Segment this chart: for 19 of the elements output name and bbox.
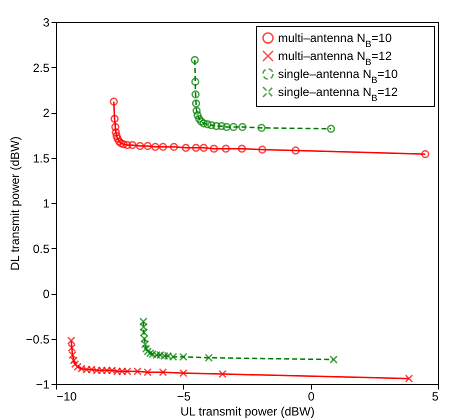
x-tick-label: 5 xyxy=(432,390,439,404)
y-tick-label: 0.5 xyxy=(32,242,50,256)
legend-label: single–antenna N$_{B}$=12 xyxy=(278,85,398,103)
y-tick-label: 3 xyxy=(42,16,50,30)
y-tick-label: 0 xyxy=(42,287,50,301)
x-tick-label: −10 xyxy=(56,390,78,404)
y-tick-label: −1 xyxy=(36,378,50,392)
legend-label: multi–antenna N$_{B}$=12 xyxy=(278,49,392,67)
y-tick-label: 2 xyxy=(42,106,50,120)
x-tick-label: −5 xyxy=(176,390,191,404)
x-tick-label: 0 xyxy=(308,390,315,404)
y-axis-title: DL transmit power (dBW) xyxy=(8,136,22,271)
y-tick-label: 2.5 xyxy=(32,60,50,75)
y-tick-label: 1 xyxy=(42,196,50,210)
y-tick-label: 1.5 xyxy=(32,151,50,166)
y-tick-label: −0.5 xyxy=(26,332,50,346)
legend-label: single–antenna N$_{B}$=10 xyxy=(278,67,398,85)
x-axis-title: UL transmit power (dBW) xyxy=(180,404,315,418)
legend-label: multi–antenna N$_{B}$=10 xyxy=(278,31,392,49)
